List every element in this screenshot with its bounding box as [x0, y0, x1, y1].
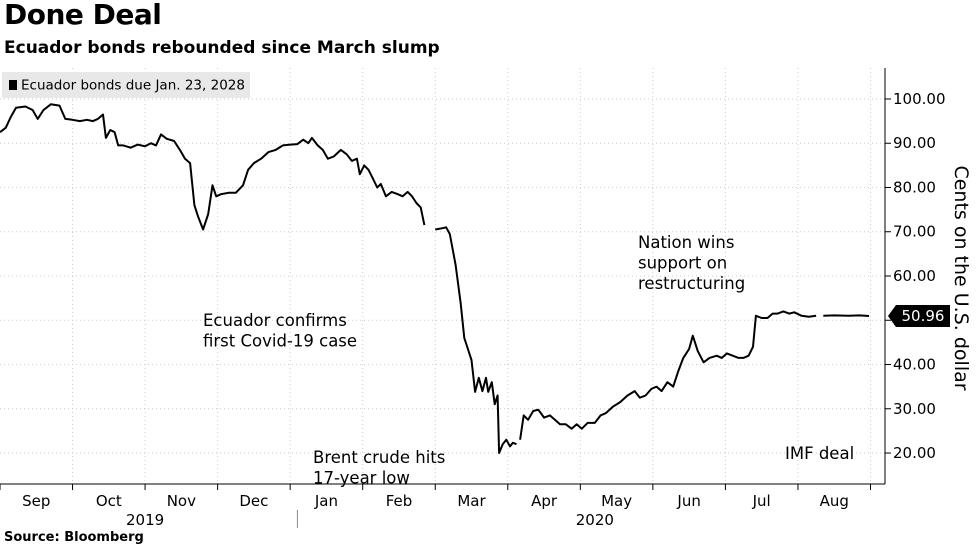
legend-swatch [9, 80, 17, 90]
annotation-line: Brent crude hits [313, 448, 445, 467]
annotation-line: restructuring [638, 274, 745, 293]
series-line-segment [519, 310, 817, 440]
year-label: 2019 [126, 511, 164, 529]
last-value-label: 50.96 [902, 307, 945, 325]
x-tick-label: May [601, 492, 632, 510]
legend-box [2, 72, 250, 98]
page-title: Done Deal [4, 0, 162, 31]
annotation-line: support on [638, 254, 727, 273]
legend: Ecuador bonds due Jan. 23, 2028 [2, 72, 250, 98]
x-tick-label: Mar [457, 492, 486, 510]
annotation-line: 17-year low [313, 469, 410, 488]
y-tick-label: 60.00 [893, 267, 936, 285]
annotation-line: Ecuador confirms [203, 311, 347, 330]
y-tick-label: 40.00 [893, 356, 936, 374]
annotation-line: first Covid-19 case [203, 332, 357, 351]
series-line-segment [0, 103, 426, 231]
series-layer [0, 103, 870, 454]
annotation-line: Nation wins [638, 233, 734, 252]
x-tick-label: Feb [386, 492, 413, 510]
y-tick-label: 100.00 [893, 90, 946, 108]
year-label: 2020 [576, 511, 614, 529]
axis-layer: 20.0030.0040.0050.0060.0070.0080.0090.00… [0, 68, 950, 529]
x-tick-label: Apr [531, 492, 558, 510]
y-axis-label: Cents on the U.S. dollar [950, 165, 972, 390]
x-tick-label: Aug [820, 492, 849, 510]
x-tick-label: Nov [167, 492, 196, 510]
x-tick-label: Jan [314, 492, 338, 510]
y-tick-label: 20.00 [893, 444, 936, 462]
y-tick-label: 80.00 [893, 178, 936, 196]
source-note: Source: Bloomberg [4, 530, 144, 545]
x-tick-label: Jun [676, 492, 700, 510]
x-tick-label: Dec [239, 492, 268, 510]
y-tick-label: 30.00 [893, 400, 936, 418]
annotation-line: IMF deal [785, 444, 854, 463]
page-subtitle: Ecuador bonds rebounded since March slum… [4, 38, 440, 58]
grid-layer [0, 68, 885, 484]
legend-label: Ecuador bonds due Jan. 23, 2028 [21, 78, 245, 94]
y-tick-label: 70.00 [893, 223, 936, 241]
x-tick-label: Sep [22, 492, 50, 510]
x-tick-label: Jul [752, 492, 771, 510]
y-tick-label: 90.00 [893, 134, 936, 152]
series-line-segment [435, 226, 517, 454]
x-tick-label: Oct [96, 492, 122, 510]
last-value-marker [888, 305, 950, 328]
series-line-segment [823, 314, 870, 317]
